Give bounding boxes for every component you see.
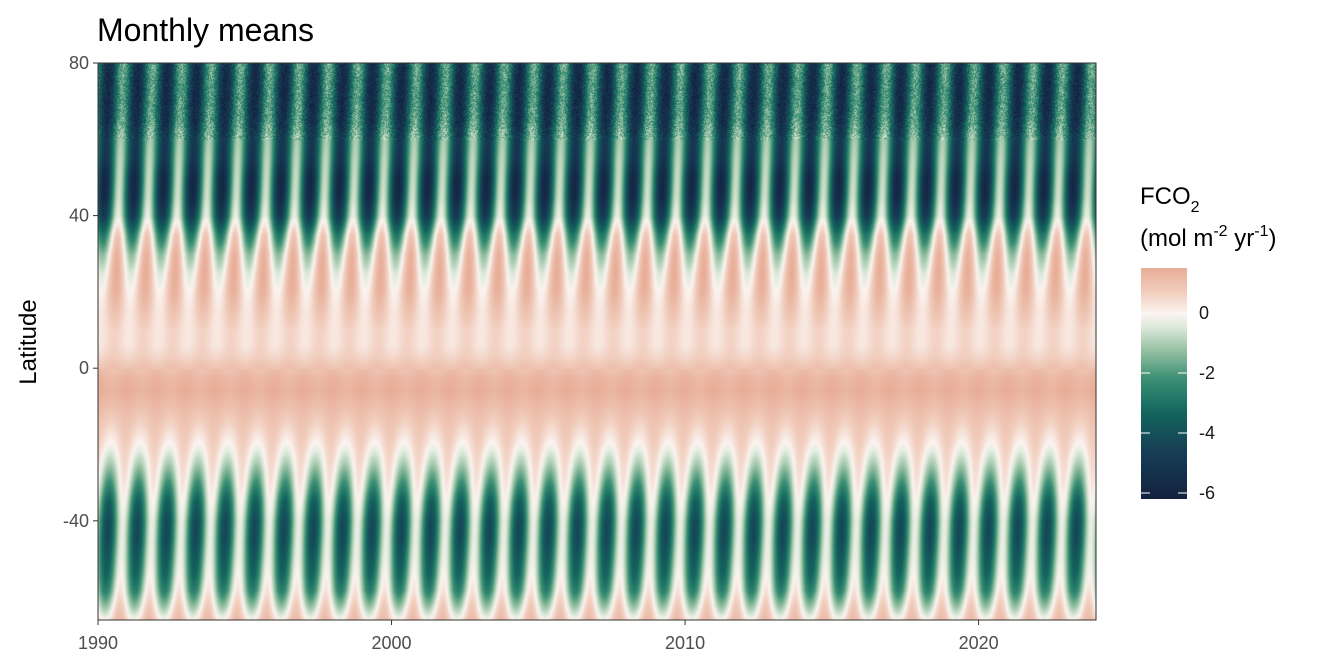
x-tick-label: 2020	[959, 633, 999, 653]
color-legend: FCO2 (mol m-2 yr-1) 0 -2 -4 -6	[1140, 183, 1276, 503]
legend-ticks: 0 -2 -4 -6	[1141, 303, 1215, 503]
legend-tick-label: -4	[1199, 423, 1215, 443]
y-tick-label: 80	[69, 53, 89, 73]
x-tick-label: 2010	[665, 633, 705, 653]
x-tick-label: 1990	[78, 633, 118, 653]
legend-title-line2: (mol m-2 yr-1)	[1140, 223, 1276, 252]
legend-tick-label: -6	[1199, 483, 1215, 503]
plot-border	[97, 62, 1097, 621]
y-tick-label: 0	[79, 358, 89, 378]
legend-tick-label: 0	[1199, 303, 1209, 323]
x-tick-label: 2000	[372, 633, 412, 653]
x-axis: 1990 2000 2010 2020	[78, 620, 999, 653]
heatmap-raster	[98, 63, 1096, 620]
chart-title: Monthly means	[97, 12, 314, 48]
plot-area	[97, 62, 1097, 621]
y-axis-title: Latitude	[15, 299, 42, 384]
legend-tick-label: -2	[1199, 363, 1215, 383]
y-axis: 80 40 0 -40	[63, 53, 98, 531]
y-tick-label: 40	[69, 206, 89, 226]
y-tick-label: -40	[63, 511, 89, 531]
legend-title-line1: FCO2	[1140, 183, 1200, 216]
legend-colorbar	[1141, 268, 1187, 499]
